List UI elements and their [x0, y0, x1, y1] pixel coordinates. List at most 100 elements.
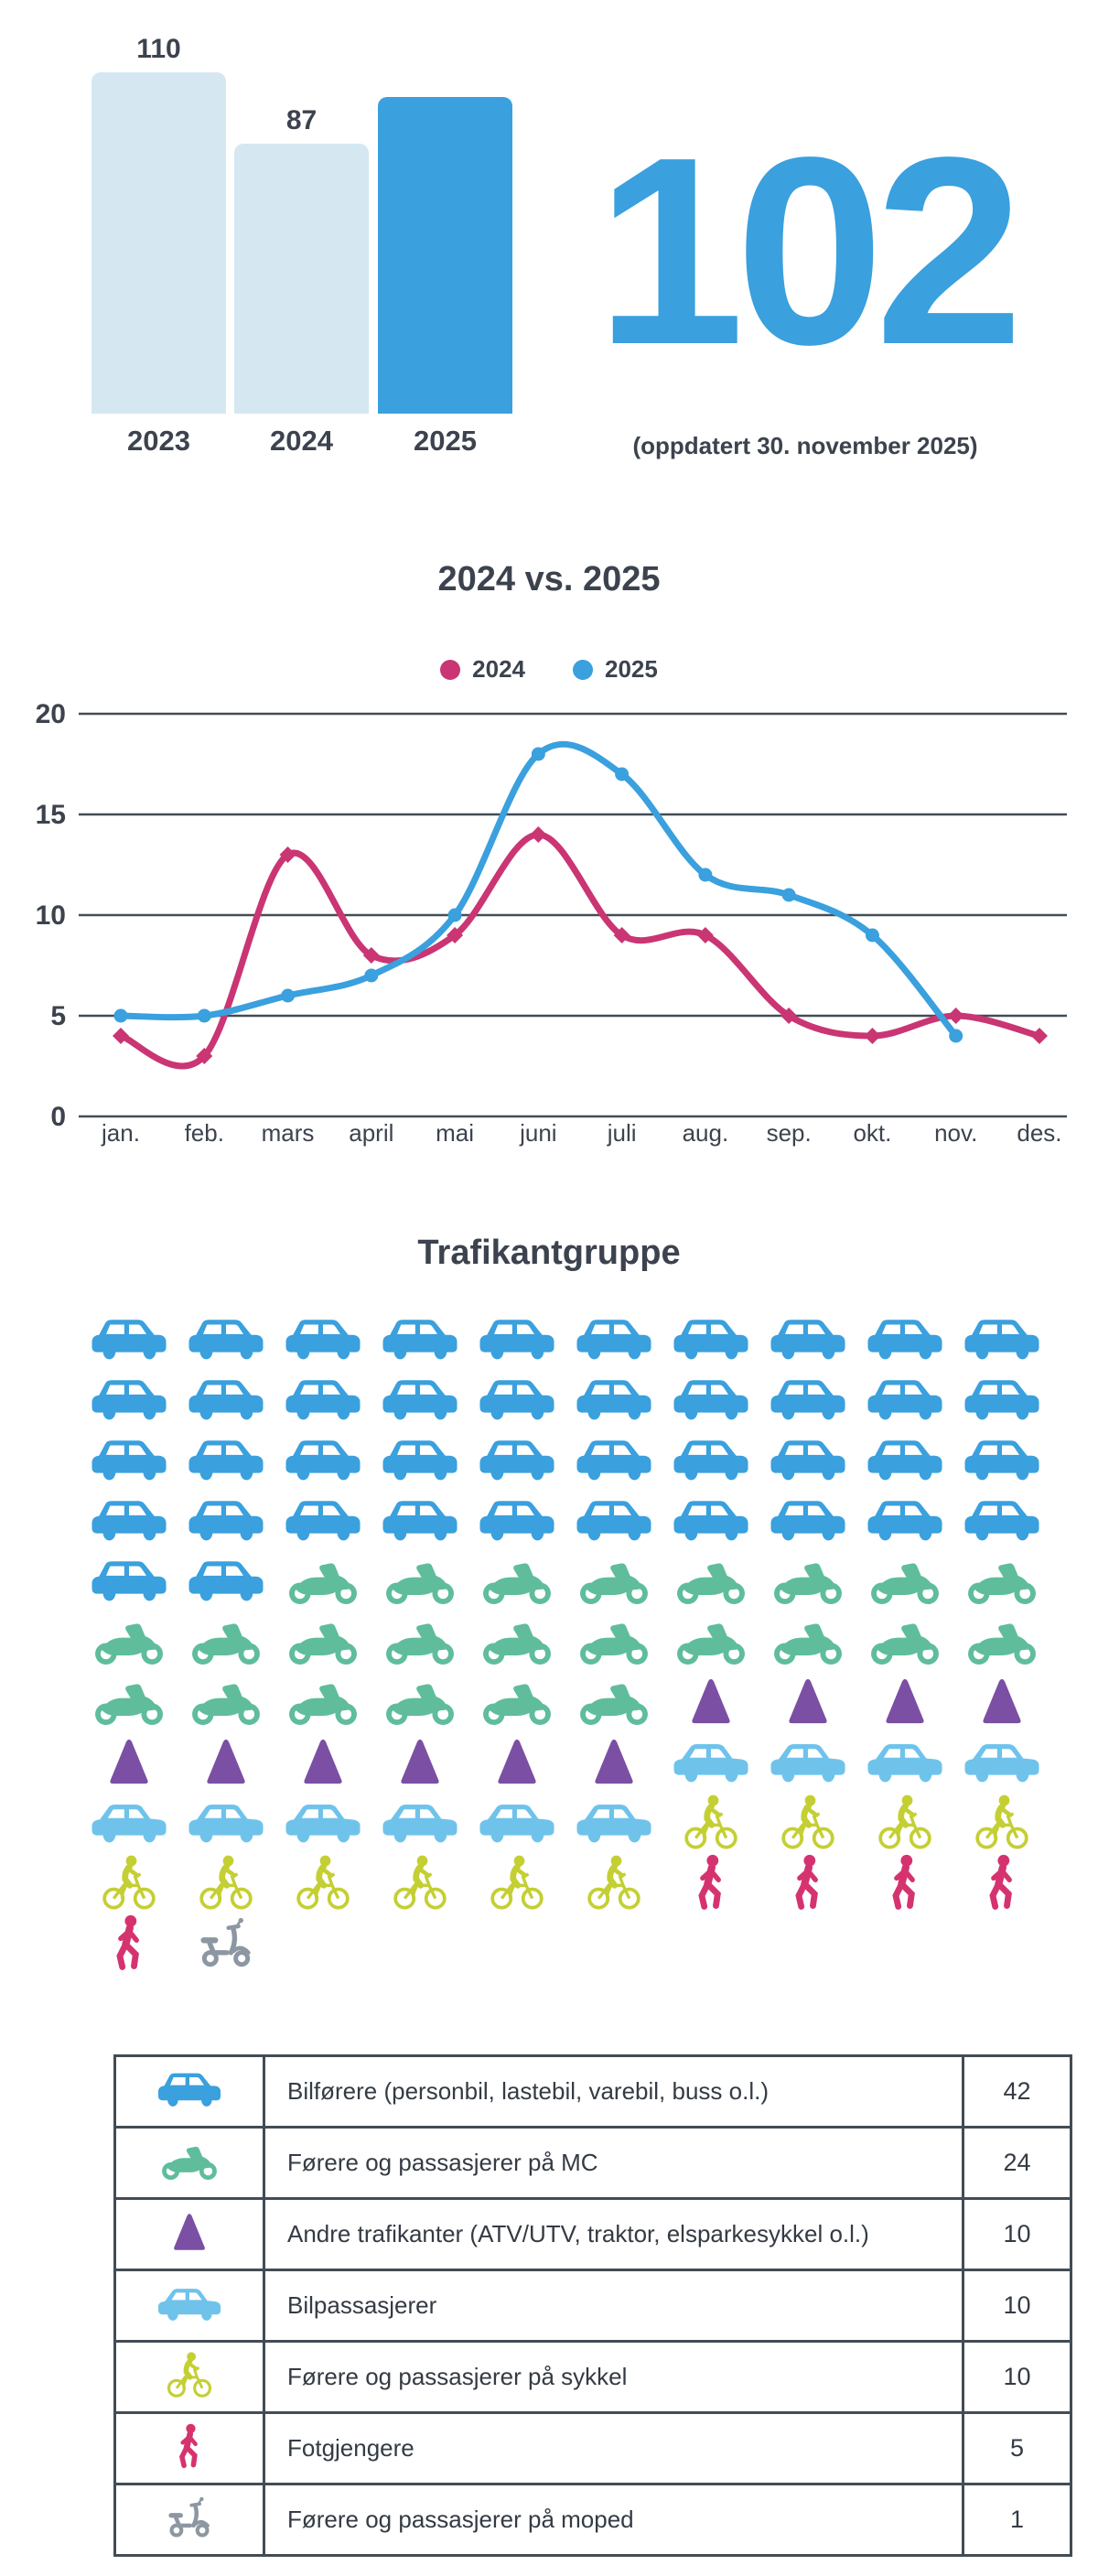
motorcycle-icon-glyph: [677, 1623, 745, 1665]
car-icon-glyph: [157, 2073, 221, 2107]
car-icon: [178, 1429, 274, 1490]
triangle-icon: [81, 1731, 178, 1792]
car-icon: [371, 1369, 468, 1429]
motorcycle-icon-glyph: [677, 1563, 745, 1605]
moped-icon-glyph: [168, 2496, 210, 2538]
triangle-icon-glyph: [401, 1739, 439, 1784]
car-icon-glyph: [673, 1320, 748, 1360]
car-icon: [856, 1369, 953, 1429]
x-tick-label-aug: aug.: [683, 1119, 729, 1147]
car-icon-glyph: [673, 1440, 748, 1481]
marker-2025: [865, 928, 879, 943]
table-row: Fotgjengere 5: [113, 2411, 1072, 2485]
car-icon-glyph: [673, 1380, 748, 1420]
car-icon-glyph: [576, 1380, 651, 1420]
marker-2025: [447, 908, 462, 922]
car-passenger-icon-glyph: [188, 1805, 264, 1843]
triangle-icon-glyph: [886, 1678, 924, 1724]
triangle-icon: [371, 1731, 468, 1792]
motorcycle-icon: [468, 1671, 565, 1731]
pedestrian-icon-glyph: [892, 1854, 915, 1910]
car-icon: [953, 1490, 1050, 1550]
car-passenger-icon: [856, 1731, 953, 1792]
pedestrian-icon: [953, 1852, 1050, 1913]
x-tick-label-sep: sep.: [767, 1119, 812, 1147]
table-row: Bilførere (personbil, lastebil, varebil,…: [113, 2054, 1072, 2129]
x-tick-label-juni: juni: [519, 1119, 556, 1147]
car-icon: [953, 1309, 1050, 1369]
car-icon: [759, 1369, 856, 1429]
car-icon: [274, 1309, 371, 1369]
x-tick-label-april: april: [349, 1119, 393, 1147]
bicycle-icon-glyph: [393, 1855, 447, 1910]
car-icon-glyph: [188, 1320, 264, 1360]
marker-2024: [696, 927, 714, 943]
motorcycle-icon-glyph: [871, 1623, 939, 1665]
marker-2025: [113, 1008, 128, 1023]
motorcycle-icon: [468, 1611, 565, 1671]
bar-2025: [378, 97, 512, 414]
pedestrian-icon: [856, 1852, 953, 1913]
table-row: Førere og passasjerer på MC 24: [113, 2126, 1072, 2200]
series-line-2025: [117, 740, 960, 1040]
car-passenger-icon: [468, 1792, 565, 1852]
motorcycle-icon-glyph: [580, 1684, 648, 1726]
table-value: 1: [962, 2483, 1072, 2557]
car-icon: [81, 1550, 178, 1611]
triangle-icon-glyph: [789, 1678, 827, 1724]
marker-2024: [196, 1048, 213, 1064]
table-label: Førere og passasjerer på MC: [263, 2126, 964, 2200]
motorcycle-icon: [856, 1550, 953, 1611]
motorcycle-icon-glyph: [289, 1563, 357, 1605]
car-icon-glyph: [867, 1320, 942, 1360]
car-icon-glyph: [479, 1440, 554, 1481]
car-icon: [759, 1429, 856, 1490]
car-passenger-icon: [81, 1792, 178, 1852]
car-icon: [953, 1369, 1050, 1429]
car-passenger-icon-glyph: [382, 1805, 458, 1843]
motorcycle-icon-glyph: [386, 1563, 454, 1605]
motorcycle-icon: [81, 1611, 178, 1671]
motorcycle-icon-glyph: [483, 1684, 551, 1726]
triangle-icon-glyph: [983, 1678, 1021, 1724]
bicycle-icon: [274, 1852, 371, 1913]
car-icon-glyph: [382, 1440, 458, 1481]
motorcycle-icon: [113, 2126, 265, 2200]
motorcycle-icon: [662, 1550, 759, 1611]
car-icon: [662, 1429, 759, 1490]
marker-2024: [447, 927, 464, 943]
car-icon: [468, 1369, 565, 1429]
pedestrian-icon-glyph: [698, 1854, 721, 1910]
car-icon: [856, 1429, 953, 1490]
car-icon-glyph: [188, 1501, 264, 1541]
triangle-icon: [468, 1731, 565, 1792]
triangle-icon-glyph: [595, 1739, 633, 1784]
car-passenger-icon: [371, 1792, 468, 1852]
moped-icon-glyph: [200, 1917, 251, 1967]
car-icon: [565, 1369, 662, 1429]
triangle-icon-glyph: [304, 1739, 342, 1784]
car-passenger-icon-glyph: [867, 1744, 942, 1783]
motorcycle-icon: [953, 1550, 1050, 1611]
year-bar-chart: 110 87: [92, 34, 514, 414]
motorcycle-icon-glyph: [386, 1623, 454, 1665]
motorcycle-icon: [371, 1611, 468, 1671]
car-icon: [953, 1429, 1050, 1490]
pedestrian-icon: [113, 2411, 265, 2485]
car-icon: [662, 1490, 759, 1550]
motorcycle-icon: [274, 1671, 371, 1731]
bicycle-icon-glyph: [587, 1855, 640, 1910]
car-passenger-icon: [113, 2269, 265, 2343]
legend-item-2024: 2024: [440, 655, 525, 684]
pedestrian-icon-glyph: [116, 1914, 139, 1970]
car-icon-glyph: [285, 1320, 361, 1360]
car-icon-glyph: [382, 1380, 458, 1420]
table-row: Førere og passasjerer på moped 1: [113, 2483, 1072, 2557]
car-icon: [371, 1490, 468, 1550]
y-tick-label: 10: [36, 900, 66, 931]
legend-label: 2024: [472, 655, 525, 683]
pedestrian-icon: [759, 1852, 856, 1913]
motorcycle-icon-glyph: [580, 1623, 648, 1665]
bicycle-icon-glyph: [199, 1855, 253, 1910]
bicycle-icon: [662, 1792, 759, 1852]
